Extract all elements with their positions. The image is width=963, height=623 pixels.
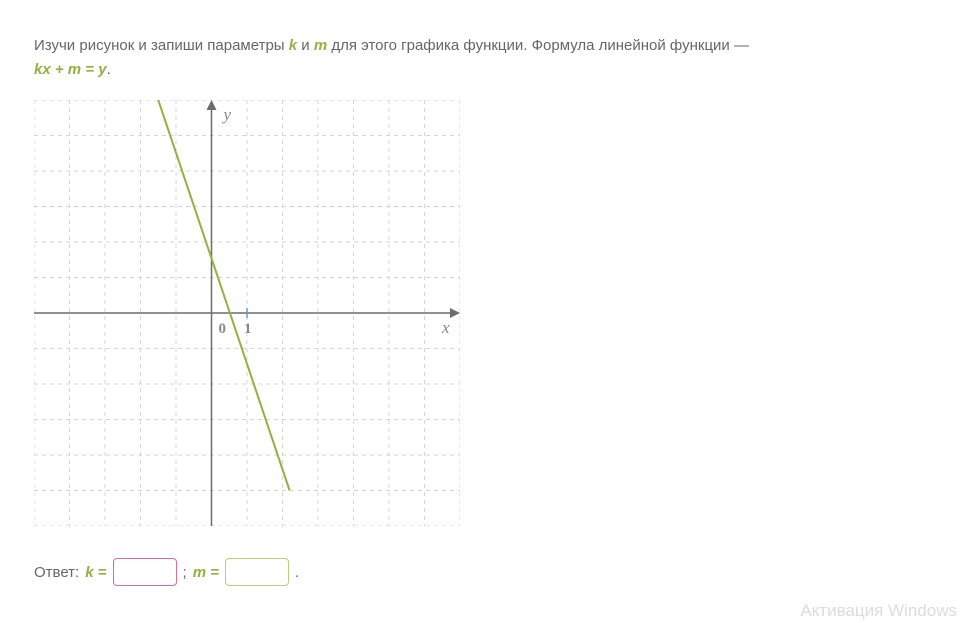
formula-m: m	[68, 61, 81, 78]
formula-plus: +	[51, 61, 68, 78]
formula-dot: .	[107, 61, 111, 78]
answer-dot: .	[295, 564, 299, 581]
chart-container: 0 1 x y	[34, 100, 929, 530]
formula-kx: kx	[34, 61, 51, 78]
q-part2: для этого графика функции. Формула линей…	[327, 37, 749, 54]
answer-m-label: m =	[193, 564, 219, 581]
answer-sep: ;	[183, 564, 187, 581]
answer-row: Ответ: k = ; m = .	[34, 558, 929, 586]
svg-text:0: 0	[219, 321, 227, 337]
svg-text:y: y	[222, 105, 232, 124]
var-k: k	[289, 37, 297, 54]
q-and: и	[297, 37, 314, 54]
var-m: m	[314, 37, 327, 54]
q-part1: Изучи рисунок и запиши параметры	[34, 37, 289, 54]
formula-y: y	[98, 61, 106, 78]
question-text: Изучи рисунок и запиши параметры k и m д…	[34, 34, 929, 82]
svg-text:x: x	[441, 318, 450, 337]
answer-prefix: Ответ:	[34, 564, 79, 581]
windows-watermark: Активация Windows	[800, 601, 957, 621]
m-input[interactable]	[225, 558, 289, 586]
linear-chart: 0 1 x y	[34, 100, 460, 526]
k-input[interactable]	[113, 558, 177, 586]
svg-text:1: 1	[244, 321, 252, 337]
formula-eq: =	[81, 61, 98, 78]
answer-k-label: k =	[85, 564, 106, 581]
